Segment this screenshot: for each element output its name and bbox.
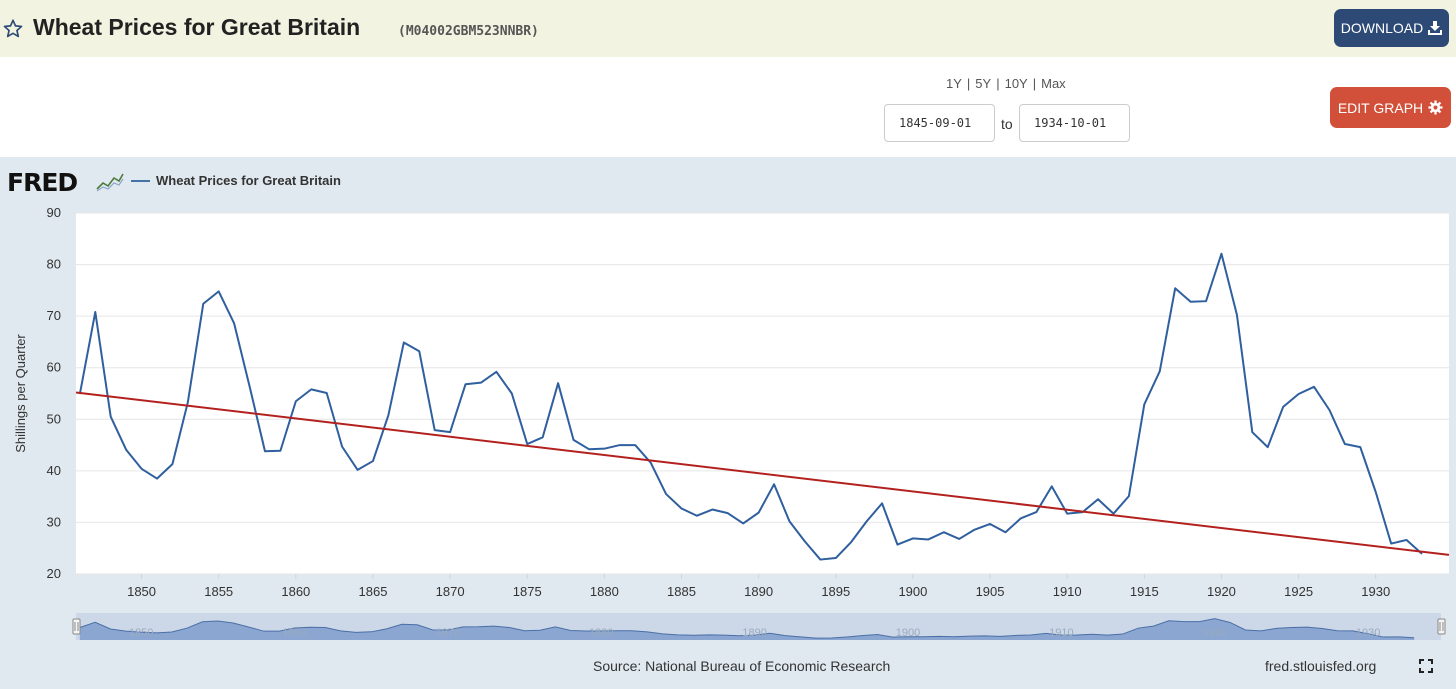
x-tick-label: 1900: [898, 584, 927, 599]
start-date-input[interactable]: 1845-09-01: [884, 104, 995, 142]
navigator-label: 1860: [282, 627, 306, 639]
range-separator: |: [1032, 76, 1037, 91]
legend-swatch: [131, 179, 150, 182]
navigator-area: [79, 618, 1415, 640]
range-selector: 1Y | 5Y | 10Y | Max: [946, 76, 1066, 91]
x-tick-label: 1905: [976, 584, 1005, 599]
navigator-label: 1920: [1203, 627, 1227, 639]
plot-area: [76, 213, 1449, 574]
y-tick-label: 20: [47, 566, 61, 581]
download-icon: [1428, 21, 1443, 35]
y-tick-label: 80: [47, 257, 61, 272]
edit-graph-button[interactable]: EDIT GRAPH: [1330, 87, 1451, 128]
x-tick-label: 1925: [1284, 584, 1313, 599]
x-tick-label: 1875: [513, 584, 542, 599]
source-note: Source: National Bureau of Economic Rese…: [593, 658, 891, 674]
x-tick-label: 1855: [204, 584, 233, 599]
x-tick-label: 1930: [1361, 584, 1390, 599]
y-tick-label: 40: [47, 463, 61, 478]
y-tick-label: 50: [47, 411, 61, 426]
y-axis-label: Shillings per Quarter: [13, 334, 28, 453]
x-tick-label: 1890: [744, 584, 773, 599]
y-tick-label: 60: [47, 360, 61, 375]
gear-icon: [1428, 100, 1443, 115]
range-5y[interactable]: 5Y: [975, 76, 992, 91]
trend-line: [75, 391, 1450, 556]
navigator-label: 1910: [1049, 627, 1073, 639]
navigator-handle-left[interactable]: [72, 618, 81, 635]
x-tick-label: 1865: [359, 584, 388, 599]
y-tick-label: 70: [47, 308, 61, 323]
fullscreen-icon[interactable]: [1419, 659, 1433, 673]
navigator-label: 1870: [436, 627, 460, 639]
range-separator: |: [966, 76, 971, 91]
range-separator: |: [996, 76, 1000, 91]
star-icon[interactable]: [2, 18, 24, 40]
navigator-label: 1890: [742, 627, 766, 639]
y-tick-label: 90: [47, 205, 61, 220]
end-date-input[interactable]: 1934-10-01: [1019, 104, 1130, 142]
range-10y[interactable]: 10Y: [1004, 76, 1028, 91]
x-tick-label: 1910: [1053, 584, 1082, 599]
download-label: DOWNLOAD: [1340, 20, 1424, 36]
navigator-label: 1900: [896, 627, 920, 639]
range-1y[interactable]: 1Y: [946, 76, 962, 91]
x-tick-label: 1860: [281, 584, 310, 599]
x-tick-label: 1915: [1130, 584, 1159, 599]
navigator-handle-right[interactable]: [1437, 618, 1446, 635]
legend-label: Wheat Prices for Great Britain: [156, 173, 341, 188]
to-label: to: [1001, 116, 1013, 132]
navigator-label: 1850: [129, 627, 153, 639]
download-button[interactable]: DOWNLOAD: [1334, 9, 1449, 47]
chart-legend: Wheat Prices for Great Britain: [131, 173, 341, 188]
y-tick-label: 30: [47, 514, 61, 529]
x-tick-label: 1920: [1207, 584, 1236, 599]
series-line-wheat-prices: [78, 252, 1423, 561]
x-tick-label: 1880: [590, 584, 619, 599]
x-tick-label: 1850: [127, 584, 156, 599]
series-id: (M04002GBM523NNBR): [398, 24, 539, 39]
page-title: Wheat Prices for Great Britain: [33, 14, 361, 40]
fred-logo: FRED: [7, 168, 78, 197]
x-tick-label: 1895: [821, 584, 850, 599]
navigator-label: 1930: [1356, 627, 1380, 639]
navigator-label: 1880: [589, 627, 613, 639]
range-max[interactable]: Max: [1041, 76, 1066, 91]
x-tick-label: 1870: [436, 584, 465, 599]
fred-site-link[interactable]: fred.stlouisfed.org: [1265, 658, 1377, 674]
navigator-line: [79, 618, 1415, 639]
edit-graph-label: EDIT GRAPH: [1337, 99, 1424, 116]
fred-logo-chart-icon: [96, 170, 124, 192]
x-tick-label: 1885: [667, 584, 696, 599]
header-bar: Wheat Prices for Great Britain (M04002GB…: [0, 0, 1456, 57]
